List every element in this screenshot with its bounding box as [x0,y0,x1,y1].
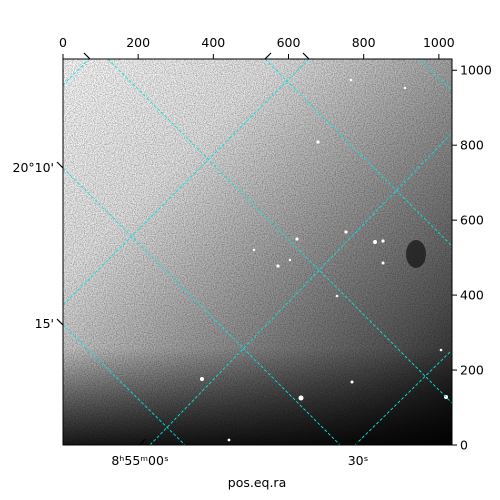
x-tick-label: 200 [126,35,150,50]
dec-tick-label: 15' [35,316,54,331]
ra-tick-label: 8ʰ55ᵐ00ˢ [111,453,168,468]
axes-frame [62,58,453,446]
x-tick-label: 1000 [423,35,455,50]
y-tick-label: 200 [460,363,484,378]
ra-tick-label: 30ˢ [348,453,369,468]
dec-tick-label: 20°10' [13,160,55,175]
x-tick-label: 600 [277,35,301,50]
y-tick-label: 0 [460,438,468,453]
x-axis-label: pos.eq.ra [228,475,286,490]
y-tick-label: 800 [460,138,484,153]
world-ticks [56,52,359,446]
y-tick-label: 600 [460,213,484,228]
x-tick-label: 800 [352,35,376,50]
y-tick-label: 1000 [460,63,492,78]
sky-image [63,59,452,445]
x-tick-label: 0 [59,35,67,50]
x-tick-label: 400 [201,35,225,50]
y-tick-label: 400 [460,288,484,303]
